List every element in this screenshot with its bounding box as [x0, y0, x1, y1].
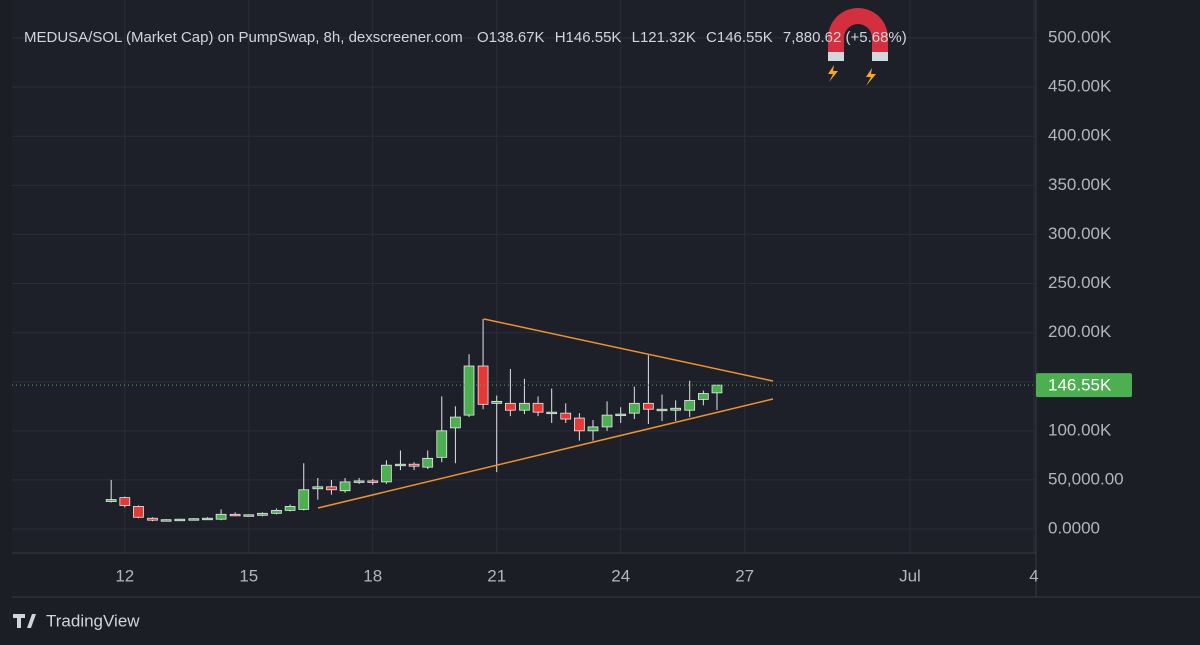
- candle-body: [697, 393, 709, 400]
- candle-body: [119, 497, 131, 506]
- candle-body: [587, 426, 599, 432]
- x-tick-label: 24: [611, 566, 630, 585]
- ohlc-value: 138.67K: [489, 29, 545, 46]
- candle-body: [560, 412, 572, 420]
- y-tick-label: 100.00K: [1048, 420, 1112, 439]
- candle-body: [215, 513, 227, 520]
- candle-body: [381, 464, 392, 483]
- candle-body: [229, 513, 241, 517]
- candle-body: [339, 481, 351, 492]
- header-title: MEDUSA/SOL (Market Cap) on PumpSwap, 8h,…: [24, 29, 463, 46]
- candles: [105, 318, 723, 522]
- candle-body: [656, 408, 668, 412]
- candle-body: [491, 400, 503, 404]
- grid: [12, 0, 1036, 553]
- candle-body: [436, 430, 448, 458]
- ohlc-key: C: [706, 29, 717, 46]
- y-tick-label: 500.00K: [1048, 27, 1112, 46]
- candle-body: [450, 416, 461, 429]
- y-tick-label: 50,000.00: [1048, 469, 1124, 488]
- candle-body: [532, 402, 544, 413]
- candle-body: [615, 413, 627, 417]
- candle-body: [271, 509, 282, 514]
- y-tick-label: 350.00K: [1048, 175, 1112, 194]
- y-tick-label: 250.00K: [1048, 273, 1112, 292]
- candle-body: [284, 506, 296, 511]
- candle-body: [711, 384, 723, 394]
- header: MEDUSA/SOL (Market Cap) on PumpSwap, 8h,…: [24, 29, 907, 46]
- change: 7,880.62 (+5.68%): [783, 29, 907, 46]
- ohlc-value: 121.32K: [640, 29, 696, 46]
- x-tick-label: 15: [239, 566, 258, 585]
- candle-body: [353, 480, 365, 483]
- candle-body: [133, 506, 144, 518]
- candle-body: [477, 365, 489, 405]
- candle-body: [601, 414, 613, 428]
- x-tick-label: 4: [1029, 566, 1038, 585]
- x-tick-label: 27: [735, 566, 754, 585]
- candle-body: [574, 417, 585, 432]
- candle-body: [312, 486, 324, 490]
- y-tick-label: 450.00K: [1048, 77, 1112, 96]
- candle-body: [395, 463, 406, 467]
- ohlc-value: 146.55K: [566, 29, 622, 46]
- y-tick-label: 200.00K: [1048, 322, 1112, 341]
- ohlc-key: O: [477, 29, 489, 46]
- y-tick-label: 400.00K: [1048, 126, 1112, 145]
- candle-body: [202, 517, 213, 521]
- ohlc-value: 146.55K: [717, 29, 773, 46]
- magnet-icon: [828, 8, 888, 86]
- x-tick-label: 21: [487, 566, 506, 585]
- candle-body: [643, 402, 654, 410]
- trendline-lower: [317, 398, 774, 509]
- candle-body: [463, 365, 475, 416]
- candle-body: [298, 489, 310, 510]
- candle-body: [147, 517, 158, 521]
- candle-body: [546, 411, 558, 415]
- candle-body: [257, 512, 268, 516]
- candle-body: [326, 486, 337, 491]
- candle-body: [505, 402, 516, 411]
- last-price-box: [1036, 373, 1132, 398]
- plot-area: [12, 0, 1036, 553]
- x-tick-label: Jul: [899, 566, 921, 585]
- y-tick-label: 300.00K: [1048, 224, 1112, 243]
- ohlc-key: L: [632, 29, 640, 46]
- ohlc-key: H: [555, 29, 566, 46]
- candle-body: [519, 402, 530, 411]
- candle-body: [188, 518, 200, 521]
- y-tick-label: 0.0000: [1048, 519, 1100, 538]
- last-price-label: 146.55K: [1048, 376, 1112, 395]
- x-tick-label: 18: [363, 566, 382, 585]
- candle-body: [174, 518, 186, 522]
- candle-body: [628, 402, 640, 414]
- candle-body: [105, 499, 117, 502]
- candle-body: [160, 519, 172, 522]
- watermark: TradingView: [13, 611, 140, 630]
- candle-body: [670, 407, 682, 411]
- candle-body: [422, 457, 434, 468]
- candle-body: [684, 399, 696, 411]
- candle-body: [367, 480, 379, 483]
- x-tick-label: 12: [115, 566, 134, 585]
- candle-body: [408, 463, 420, 467]
- candle-body: [243, 514, 255, 517]
- watermark-text: TradingView: [46, 611, 140, 630]
- trendline-upper: [483, 318, 774, 382]
